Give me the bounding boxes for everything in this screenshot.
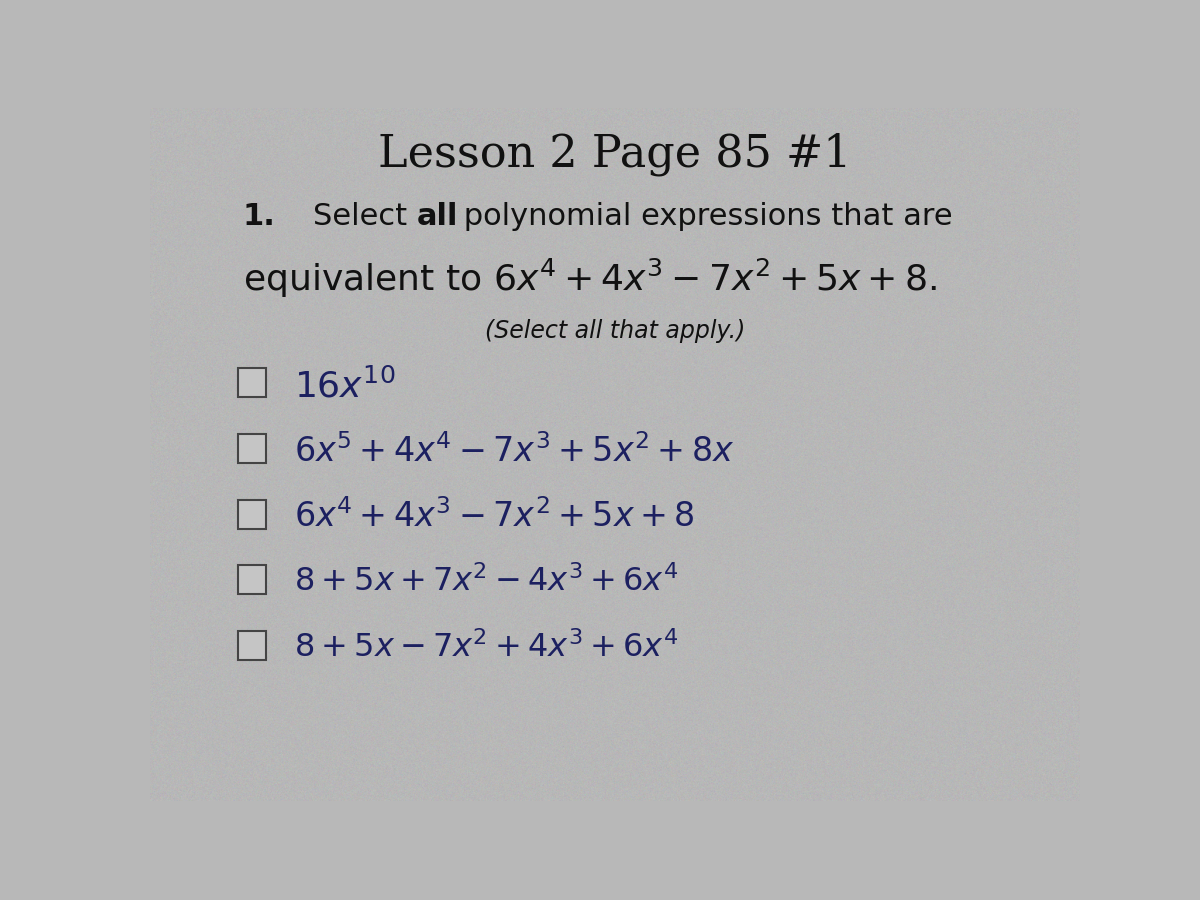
Text: $8 + 5x + 7x^2 - 4x^3 + 6x^4$: $8 + 5x + 7x^2 - 4x^3 + 6x^4$ bbox=[294, 565, 678, 599]
FancyBboxPatch shape bbox=[239, 368, 266, 397]
Text: polynomial expressions that are: polynomial expressions that are bbox=[454, 202, 953, 230]
FancyBboxPatch shape bbox=[239, 434, 266, 463]
Text: $8 + 5x - 7x^2 + 4x^3 + 6x^4$: $8 + 5x - 7x^2 + 4x^3 + 6x^4$ bbox=[294, 631, 678, 664]
Text: Select: Select bbox=[313, 202, 416, 230]
Text: $16x^{10}$: $16x^{10}$ bbox=[294, 368, 396, 404]
Text: $6x^4 + 4x^3 - 7x^2 + 5x+8$: $6x^4 + 4x^3 - 7x^2 + 5x+8$ bbox=[294, 500, 695, 535]
FancyBboxPatch shape bbox=[239, 500, 266, 528]
FancyBboxPatch shape bbox=[239, 631, 266, 661]
Text: Lesson 2 Page 85 #1: Lesson 2 Page 85 #1 bbox=[378, 132, 852, 176]
Text: equivalent to $6x^4 + 4x^3 - 7x^2 + 5x + 8$.: equivalent to $6x^4 + 4x^3 - 7x^2 + 5x +… bbox=[242, 257, 937, 301]
Text: 1.: 1. bbox=[242, 202, 276, 230]
FancyBboxPatch shape bbox=[239, 565, 266, 595]
Text: (Select all that apply.): (Select all that apply.) bbox=[485, 320, 745, 344]
Text: all: all bbox=[416, 202, 458, 230]
Text: $6x^5 + 4x^4 - 7x^3 + 5x^2 + 8x$: $6x^5 + 4x^4 - 7x^3 + 5x^2 + 8x$ bbox=[294, 434, 734, 469]
